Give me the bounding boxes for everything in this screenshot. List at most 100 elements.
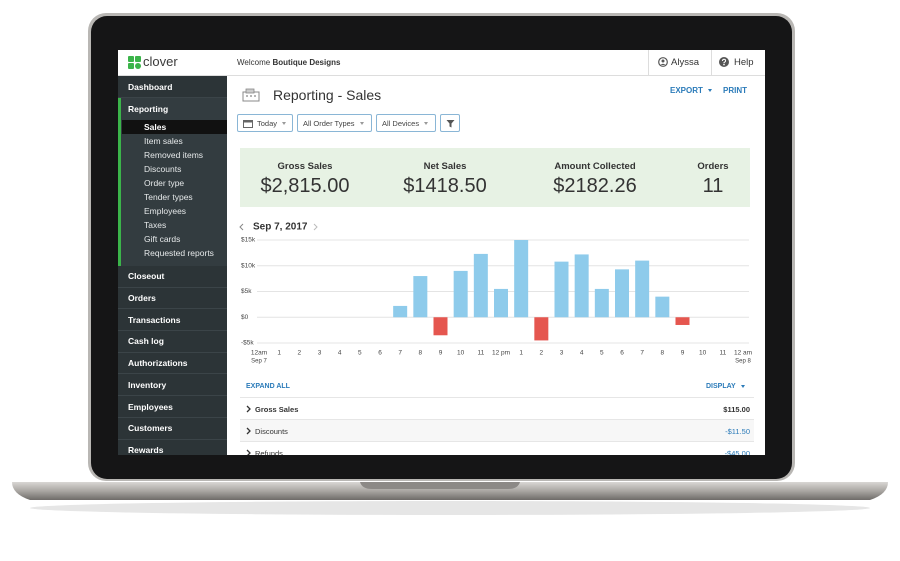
x-tick-label: 9 — [681, 350, 685, 357]
sidebar-item[interactable]: Inventory — [118, 375, 227, 397]
row-label: Gross Sales — [255, 405, 299, 414]
bar — [433, 317, 448, 336]
summary-panel: Gross Sales $2,815.00 Net Sales $1418.50 Amo… — [240, 148, 750, 207]
date-filter[interactable]: Today — [237, 114, 293, 132]
shadow — [30, 501, 870, 515]
summary-value: 11 — [702, 175, 724, 197]
y-tick-label: $15k — [241, 237, 256, 244]
x-tick-label: 7 — [398, 350, 402, 357]
sidebar-item[interactable]: Transactions — [118, 309, 227, 332]
x-tick-label: 7 — [640, 350, 644, 357]
sidebar-item[interactable]: Dashboard — [118, 76, 227, 98]
logo-text: clover — [143, 54, 178, 69]
bar — [655, 296, 670, 318]
row-value: -$11.50 — [725, 427, 750, 436]
x-tick-label: 4 — [338, 350, 342, 357]
sidebar-item[interactable]: Reporting — [128, 104, 169, 114]
summary-label: Gross Sales — [277, 161, 333, 172]
x-tick-label: 4 — [580, 350, 584, 357]
bar — [494, 288, 508, 318]
sidebar-item[interactable]: Cash log — [118, 331, 227, 353]
notch — [360, 482, 520, 489]
business-name: Boutique Designs — [272, 58, 341, 67]
x-tick-label: 8 — [661, 350, 665, 357]
calendar-icon — [243, 119, 253, 128]
submenu-item[interactable]: Tender types — [144, 192, 193, 202]
sidebar-item[interactable]: Rewards — [118, 440, 227, 455]
welcome: Welcome Boutique Designs — [237, 58, 340, 67]
user-name[interactable]: Alyssa — [671, 57, 699, 68]
print-button[interactable]: PRINT — [723, 86, 747, 95]
laptop-base — [12, 482, 888, 500]
x-tick-label: 6 — [378, 350, 382, 357]
x-tick-label: 12 pm — [492, 350, 510, 357]
order-type-filter[interactable]: All Order Types — [297, 114, 372, 132]
page-title: Reporting - Sales — [273, 87, 382, 103]
summary-label: Amount Collected — [554, 161, 636, 172]
export-button[interactable]: EXPORT — [670, 86, 712, 95]
submenu-item[interactable]: Sales — [122, 120, 227, 134]
bar — [635, 260, 650, 318]
row-label: Refunds — [255, 449, 283, 455]
bar — [514, 240, 529, 318]
bar — [594, 288, 609, 318]
bar — [393, 305, 408, 318]
sidebar-item[interactable]: Closeout — [118, 266, 227, 288]
help-link[interactable]: Help — [734, 57, 754, 68]
x-tick-label: 5 — [358, 350, 362, 357]
bar — [473, 253, 488, 318]
bar — [554, 261, 569, 318]
submenu-item[interactable]: Item sales — [144, 136, 183, 146]
sidebar-item[interactable]: Employees — [118, 396, 227, 418]
sidebar-item[interactable]: Orders — [118, 288, 227, 310]
register-icon — [242, 88, 260, 102]
x-tick-label: 5 — [600, 350, 604, 357]
expand-all[interactable]: EXPAND ALL — [246, 383, 290, 390]
sidebar: Dashboard Reporting Sales Item sales Removed… — [118, 76, 227, 455]
x-tick-label: 2 — [298, 350, 302, 357]
filter-label: Today — [257, 119, 286, 128]
detail-row[interactable]: Discounts -$11.50 — [240, 419, 754, 442]
funnel-icon — [446, 119, 454, 127]
x-tick-label: 11 — [477, 350, 484, 357]
prev-day[interactable] — [239, 223, 244, 231]
bar — [453, 270, 468, 318]
y-tick-label: $10k — [241, 262, 256, 269]
summary-value: $1418.50 — [403, 175, 487, 197]
summary-label: Orders — [697, 161, 729, 172]
x-date-label: Sep 7 — [251, 359, 267, 365]
device-filter[interactable]: All Devices — [376, 114, 436, 132]
chevron — [246, 449, 251, 455]
next-day[interactable] — [313, 223, 318, 231]
y-tick-label: -$5k — [241, 340, 254, 347]
sidebar-item[interactable]: Authorizations — [118, 353, 227, 375]
x-tick-label: 12 am — [734, 350, 752, 357]
detail-row[interactable]: Gross Sales $115.00 — [240, 397, 754, 420]
bar — [574, 254, 589, 318]
display-menu[interactable]: DISPLAY — [706, 383, 745, 390]
user-icon — [658, 57, 668, 67]
sidebar-item[interactable]: Customers — [118, 418, 227, 440]
detail-row[interactable]: Refunds -$45.00 — [240, 441, 754, 455]
filter-button[interactable] — [440, 114, 460, 132]
submenu-item[interactable]: Employees — [144, 206, 187, 216]
bar — [675, 317, 690, 325]
submenu-item[interactable]: Discounts — [144, 164, 182, 174]
logo-icon — [128, 56, 141, 69]
x-tick-label: 8 — [419, 350, 423, 357]
expand-chevron — [246, 405, 251, 413]
submenu-item[interactable]: Order type — [144, 178, 185, 188]
x-tick-label: 3 — [318, 350, 322, 357]
filter-label: All Devices — [382, 119, 428, 128]
submenu-item[interactable]: Gift cards — [144, 234, 181, 244]
x-tick-label: 12am — [251, 350, 267, 357]
y-tick-label: $0 — [241, 314, 249, 321]
submenu-item[interactable]: Removed items — [144, 150, 204, 160]
screen: clover Welcome Boutique Designs Alyssa H… — [118, 50, 765, 455]
submenu-item[interactable]: Requested reports — [144, 248, 214, 258]
x-tick-label: 9 — [439, 350, 443, 357]
filter-label: All Order Types — [303, 119, 364, 128]
expand-chevron — [246, 427, 251, 435]
submenu-item[interactable]: Taxes — [144, 220, 167, 230]
